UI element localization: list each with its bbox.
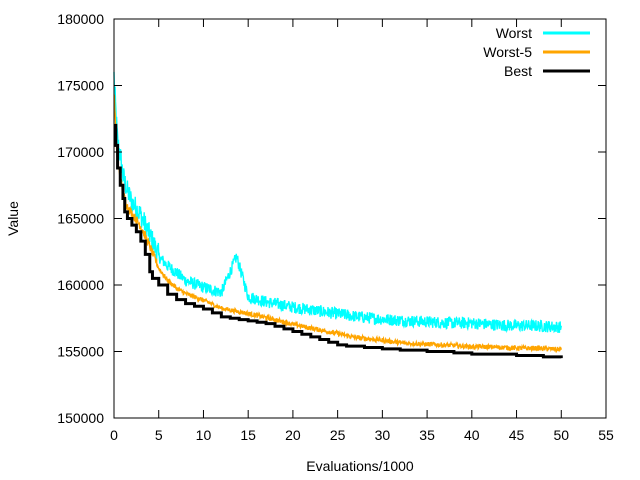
legend: Worst Worst-5 Best bbox=[483, 25, 590, 79]
y-axis-title: Value bbox=[5, 201, 21, 236]
x-tick-label: 15 bbox=[240, 427, 256, 443]
x-tick-label: 5 bbox=[155, 427, 163, 443]
x-tick-label: 50 bbox=[553, 427, 569, 443]
x-tick-label: 25 bbox=[330, 427, 346, 443]
x-tick-label: 35 bbox=[419, 427, 435, 443]
x-tick-label: 0 bbox=[110, 427, 118, 443]
x-tick-label: 10 bbox=[196, 427, 212, 443]
x-axis-title: Evaluations/1000 bbox=[306, 458, 414, 474]
series-line-best bbox=[114, 123, 563, 359]
x-tick-label: 45 bbox=[509, 427, 525, 443]
plot-frame bbox=[113, 18, 607, 419]
ticks-layer: 0 5 10 15 20 25 30 35 40 45 50 55 150000 155000 160000… bbox=[57, 11, 614, 443]
y-tick-label: 155000 bbox=[57, 344, 104, 360]
legend-label: Worst bbox=[496, 25, 532, 41]
x-tick-label: 30 bbox=[375, 427, 391, 443]
x-tick-label: 20 bbox=[285, 427, 301, 443]
y-tick-label: 160000 bbox=[57, 277, 104, 293]
legend-label: Best bbox=[504, 63, 532, 79]
y-tick-label: 170000 bbox=[57, 144, 104, 160]
series-line-worst-5 bbox=[113, 94, 562, 354]
series-line-worst bbox=[113, 71, 562, 334]
x-tick-label: 40 bbox=[464, 427, 480, 443]
legend-label: Worst-5 bbox=[483, 44, 532, 60]
series-layer bbox=[113, 71, 563, 359]
y-tick-label: 165000 bbox=[57, 211, 104, 227]
y-tick-label: 175000 bbox=[57, 78, 104, 94]
x-tick-label: 55 bbox=[598, 427, 614, 443]
y-tick-label: 150000 bbox=[57, 410, 104, 426]
y-tick-label: 180000 bbox=[57, 11, 104, 27]
